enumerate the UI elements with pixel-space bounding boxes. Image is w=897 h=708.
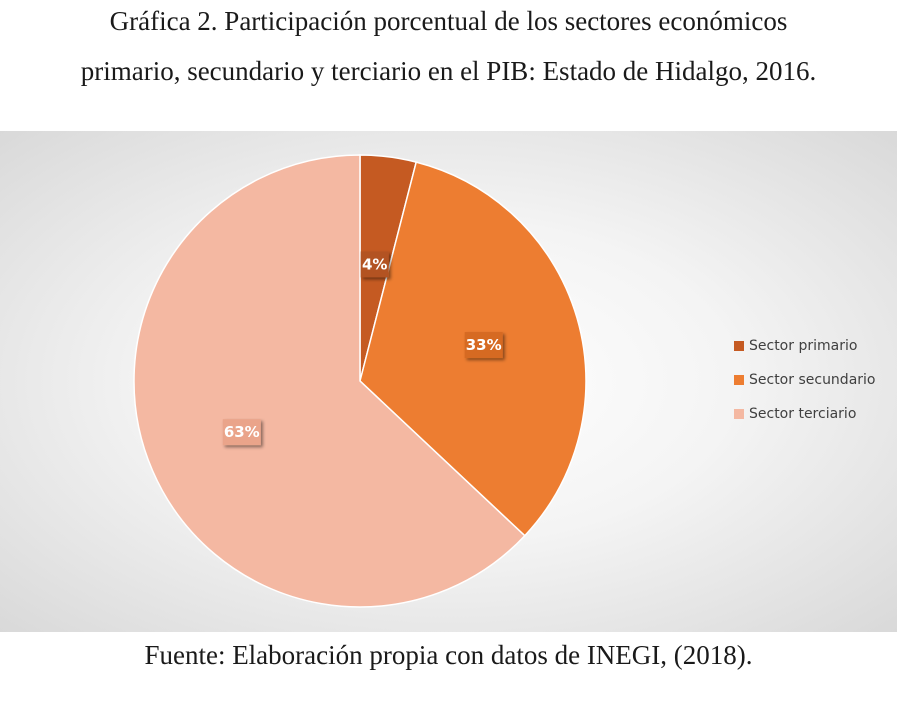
- legend-item-terciario: Sector terciario: [734, 403, 876, 425]
- legend-label-secundario: Sector secundario: [749, 372, 876, 388]
- legend-label-terciario: Sector terciario: [749, 406, 857, 422]
- data-label-text-secundario: 33%: [466, 336, 502, 354]
- legend: Sector primario Sector secundario Sector…: [734, 335, 876, 437]
- pie-chart: 4% 33% 63%: [133, 154, 587, 608]
- legend-swatch-terciario: [734, 409, 744, 419]
- data-label-text-terciario: 63%: [224, 423, 260, 441]
- legend-item-primario: Sector primario: [734, 335, 876, 357]
- data-label-box-secundario: [464, 332, 503, 359]
- data-label-secundario: 33%: [464, 332, 503, 359]
- pie-slices: [133, 154, 587, 608]
- chart-title-line-1: Gráfica 2. Participación porcentual de l…: [109, 6, 788, 36]
- legend-item-secundario: Sector secundario: [734, 369, 876, 391]
- legend-swatch-primario: [734, 341, 744, 351]
- pie-slice-terciario: [133, 154, 526, 608]
- data-label-box-primario: [360, 251, 389, 278]
- chart-title-line-2: primario, secundario y terciario en el P…: [80, 56, 817, 86]
- chart-area: 4% 33% 63% Sector primario Sector secundar…: [0, 131, 897, 632]
- source-note: Fuente: Elaboración propia con datos de …: [144, 640, 753, 670]
- legend-label-primario: Sector primario: [749, 338, 858, 354]
- data-label-terciario: 63%: [222, 419, 261, 446]
- legend-swatch-secundario: [734, 375, 744, 385]
- pie-data-labels: 4% 33% 63%: [222, 251, 503, 446]
- data-label-primario: 4%: [360, 251, 389, 278]
- data-label-text-primario: 4%: [362, 255, 387, 273]
- data-label-box-terciario: [222, 419, 261, 446]
